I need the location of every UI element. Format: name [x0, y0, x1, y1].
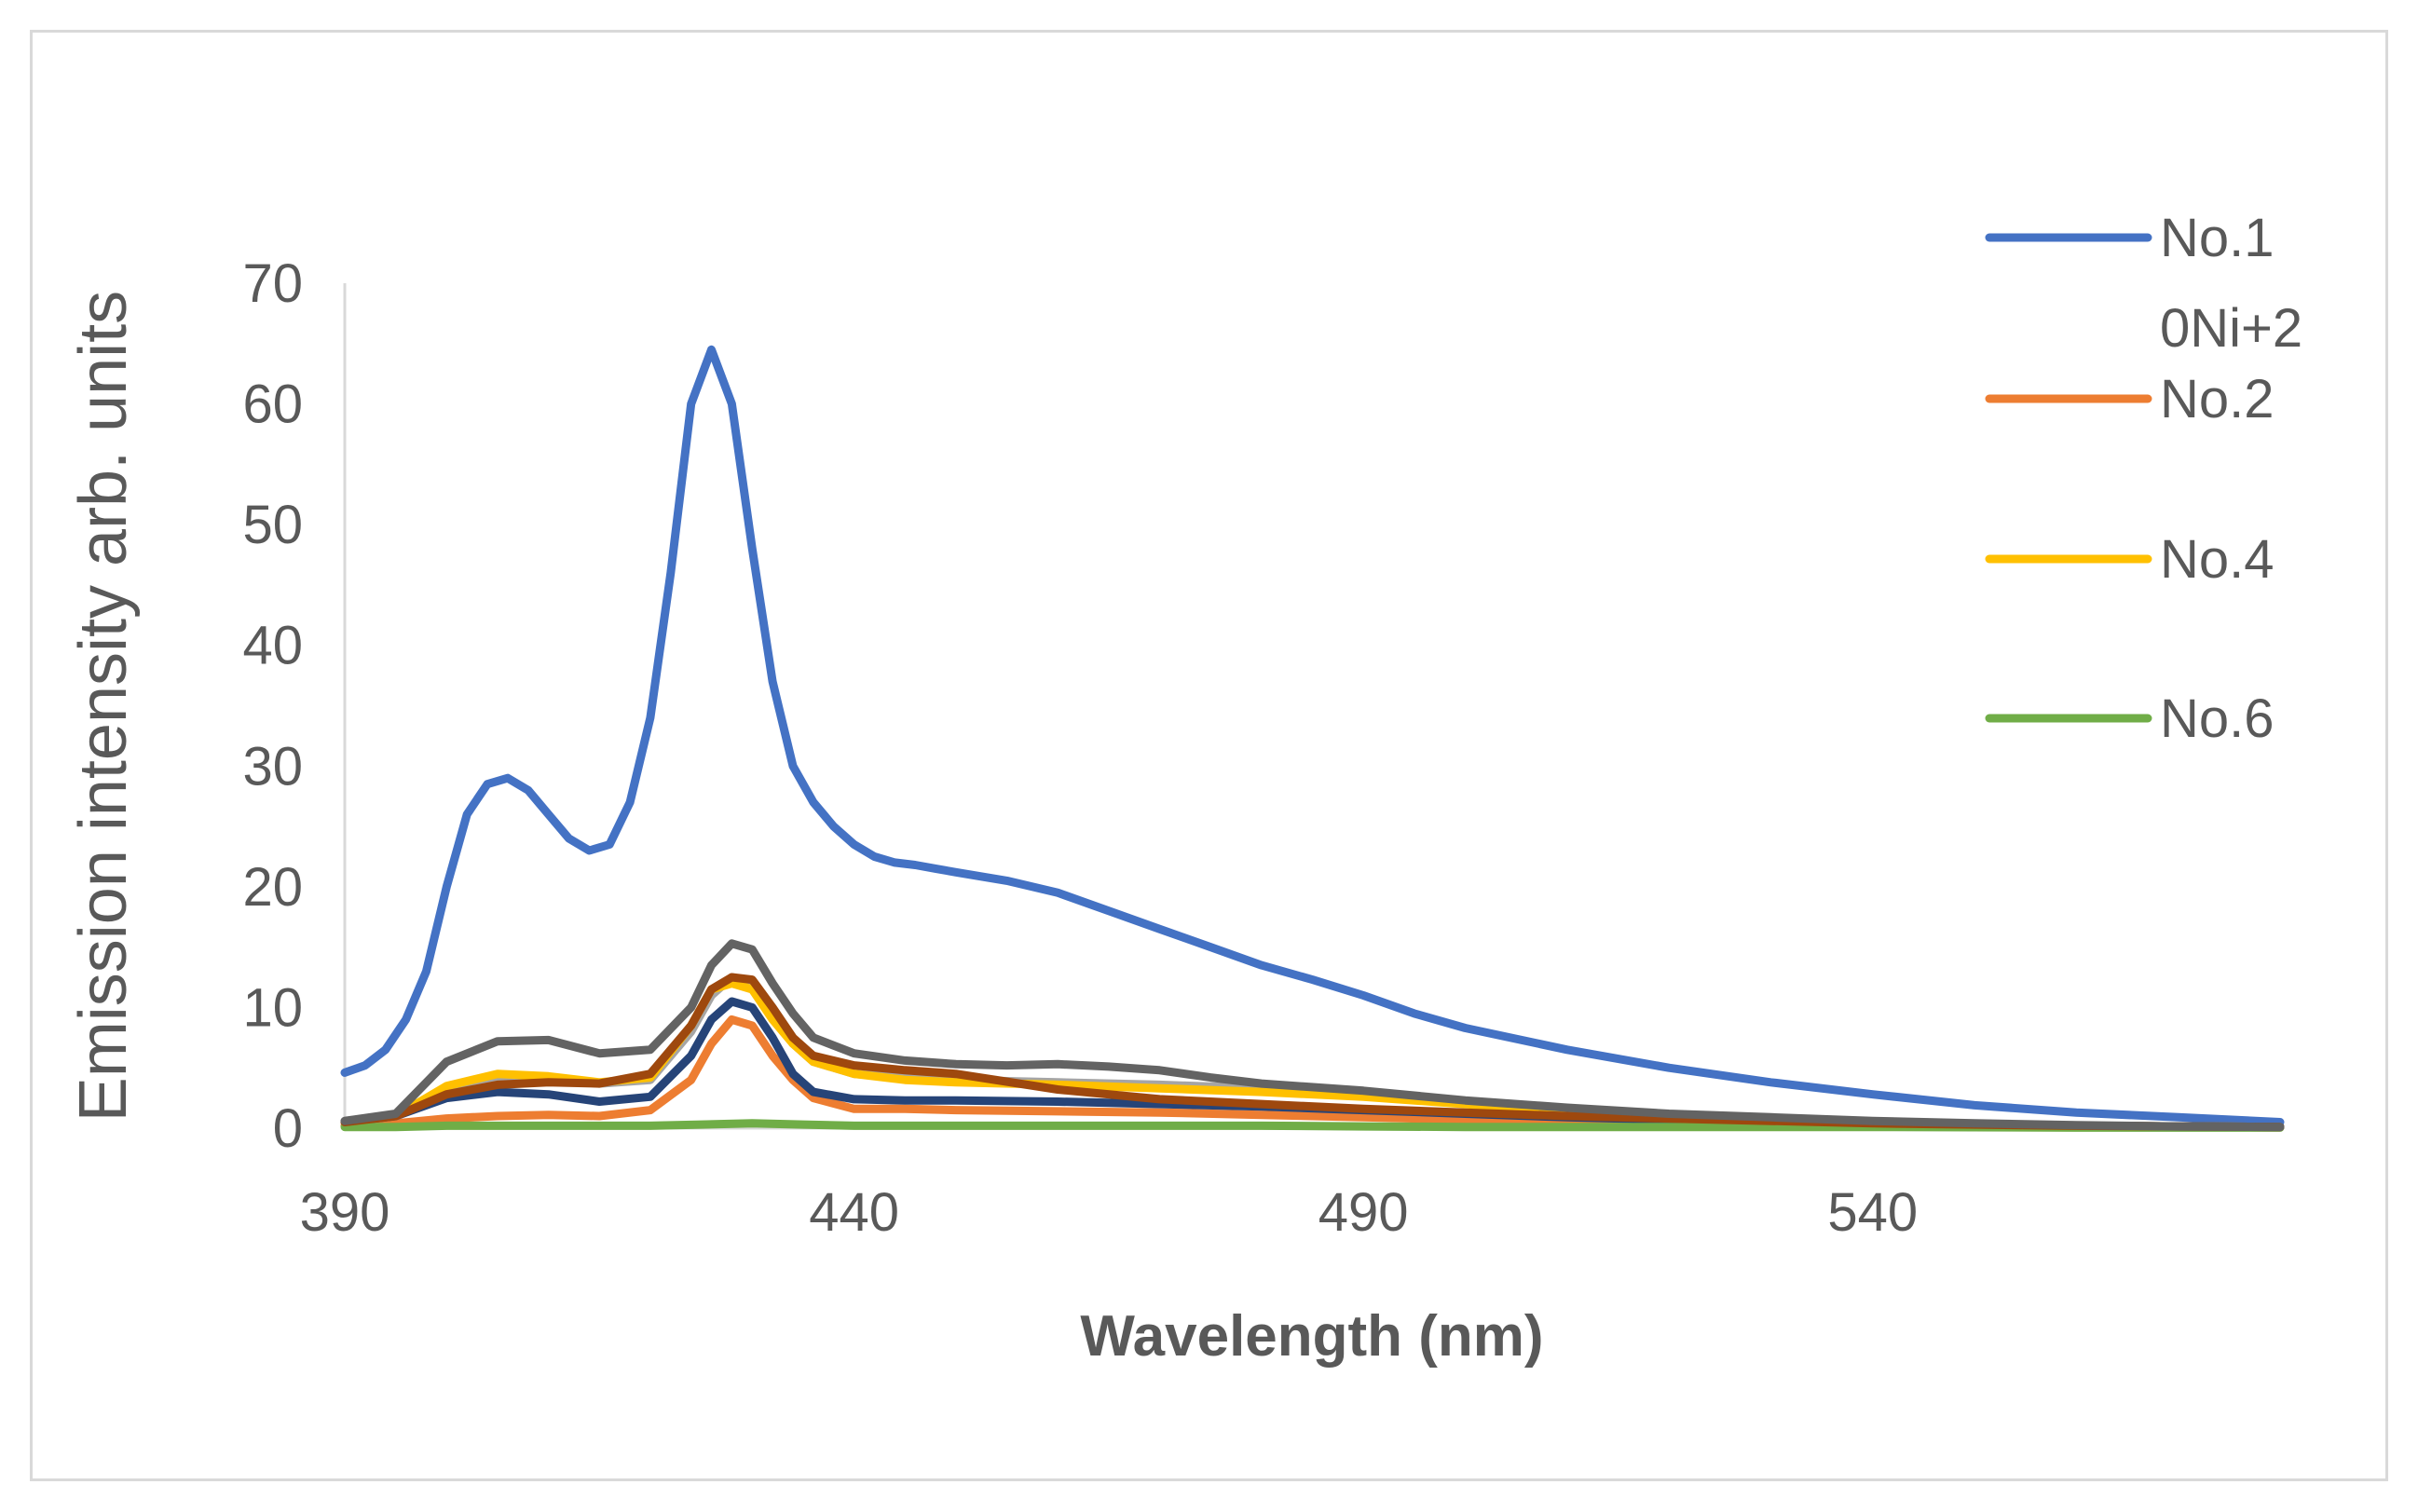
series-line-no-1 — [340, 345, 2285, 1126]
x-tick-label: 390 — [300, 1182, 390, 1243]
y-tick-label: 70 — [242, 253, 303, 314]
series-line-no-6 — [340, 1119, 2285, 1132]
legend-label: No.1 — [2160, 208, 2275, 268]
legend-label: No.6 — [2160, 688, 2275, 749]
y-tick-label: 50 — [242, 495, 303, 555]
chart-frame — [30, 30, 2388, 1481]
y-axis-title: Emission intensity arb. units — [66, 291, 141, 1122]
legend-label: No.4 — [2160, 529, 2275, 590]
y-tick-labels: 0 10 20 30 40 50 60 70 — [242, 253, 303, 1159]
y-tick-label: 30 — [242, 736, 303, 797]
x-axis-title: Wavelength (nm) — [1080, 1304, 1543, 1369]
series-lines — [340, 345, 2285, 1132]
y-tick-label: 60 — [242, 375, 303, 435]
series-line-unnamed-7 — [340, 939, 2285, 1132]
x-tick-label: 490 — [1318, 1182, 1409, 1243]
y-tick-label: 10 — [242, 977, 303, 1038]
legend-label: 0Ni+2 — [2160, 298, 2302, 359]
y-tick-label: 20 — [242, 857, 303, 918]
y-tick-label: 0 — [273, 1098, 303, 1159]
axes — [343, 283, 2280, 1130]
x-tick-label: 440 — [809, 1182, 899, 1243]
x-tick-label: 540 — [1827, 1182, 1918, 1243]
legend: No.1 0Ni+2 No.2 No.4 No.6 — [1985, 208, 2302, 749]
y-tick-label: 40 — [242, 616, 303, 676]
legend-label: No.2 — [2160, 369, 2275, 429]
x-tick-labels: 390 440 490 540 — [300, 1182, 1919, 1243]
